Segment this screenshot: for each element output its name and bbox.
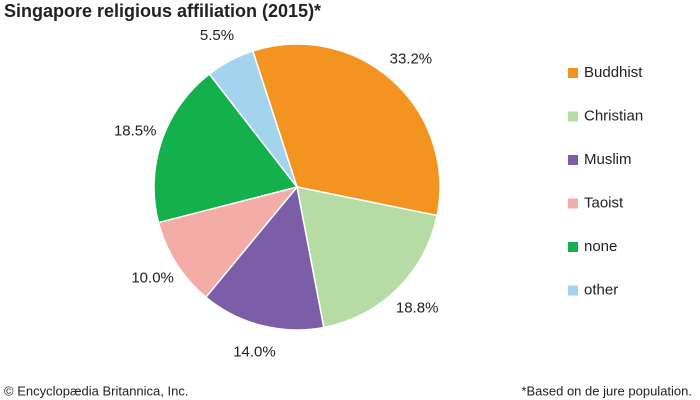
data-label: 18.8% [396,300,439,317]
data-label: 18.5% [114,123,157,140]
footnote: *Based on de jure population. [521,383,692,398]
legend-label: none [584,238,617,255]
pie-slice [153,72,299,224]
legend-swatch [568,198,578,209]
legend-label: other [584,281,618,298]
legend-swatch [568,285,578,296]
source: © Encyclopædia Britannica, Inc. [4,383,188,398]
data-label: 5.5% [200,27,234,44]
pie-slice [208,50,298,188]
legend-label: Muslim [584,151,632,168]
legend-swatch [568,111,578,122]
legend-swatch [568,242,578,252]
data-label: 33.2% [390,50,433,67]
legend-label: Buddhist [584,64,643,81]
legend-swatch [568,68,578,78]
pie-slice [157,185,300,299]
legend-swatch [568,155,578,165]
data-label: 10.0% [131,270,174,287]
pie-slice [251,43,441,217]
legend-label: Taoist [584,194,624,211]
chart-title: Singapore religious affiliation (2015)* [4,1,321,21]
data-label: 14.0% [233,344,276,361]
pie-slice [204,185,325,331]
legend-label: Christian [584,107,643,124]
pie-slice [296,186,439,329]
